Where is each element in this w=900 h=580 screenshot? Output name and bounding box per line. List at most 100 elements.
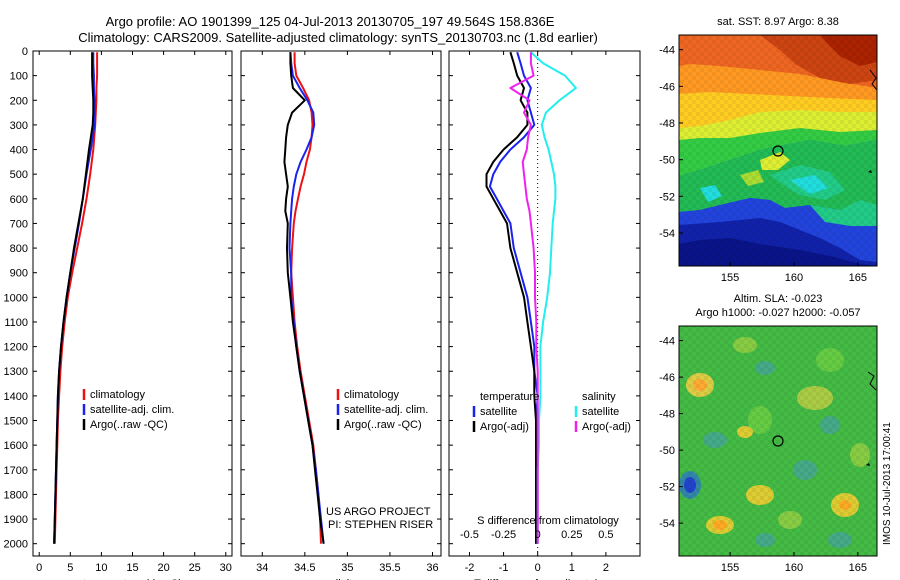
depth-tick-label: 1200 xyxy=(4,342,28,354)
salinity-axis-label: S difference from climatology xyxy=(477,515,619,527)
imos-timestamp-label: IMOS 10-Jul-2013 17:00:41 xyxy=(882,422,893,545)
series-line-3 xyxy=(283,52,325,544)
x-axis-label: temperature (deg C) xyxy=(83,578,182,580)
series-line-4 xyxy=(509,52,539,544)
map-x-tick-label: 160 xyxy=(785,272,803,284)
map-y-tick-label: -44 xyxy=(659,45,675,57)
sst-heatmap xyxy=(679,35,877,266)
sla-map-subtitle: Argo h1000: -0.027 h2000: -0.057 xyxy=(695,307,860,319)
sst-map-title: sat. SST: 8.97 Argo: 8.38 xyxy=(717,16,839,28)
map-y-tick-label: -52 xyxy=(659,482,675,494)
legend-entry: Argo(-adj) xyxy=(582,421,631,433)
x-tick-label: 36 xyxy=(426,562,438,574)
map-y-tick-label: -46 xyxy=(659,81,675,93)
sla-map-frame xyxy=(678,325,878,557)
salinity-panel: 34 34.5 35 35.5 36 salinity climatology satelli… xyxy=(240,50,442,580)
x-axis-label: T difference from climatology xyxy=(474,578,615,580)
depth-tick-label: 1300 xyxy=(4,366,28,378)
map-y-tick-label: -44 xyxy=(659,336,675,348)
map-x-tick-label: 155 xyxy=(721,562,739,574)
depth-tick-label: 1000 xyxy=(4,292,28,304)
depth-tick-label: 100 xyxy=(10,71,28,83)
depth-tick-label: 300 xyxy=(10,120,28,132)
x-tick-label: 20 xyxy=(157,562,169,574)
map-x-tick-label: 165 xyxy=(849,562,867,574)
sla-heatmap xyxy=(679,326,877,556)
map-x-tick-label: 165 xyxy=(849,272,867,284)
map-y-tick-label: -52 xyxy=(659,191,675,203)
legend-entry: climatology xyxy=(90,389,146,401)
legend-heading-salinity: salinity xyxy=(582,391,616,403)
salinity-tick-label: 0.25 xyxy=(561,529,582,541)
plot-frame xyxy=(240,50,442,557)
legend-heading-temperature: temperature xyxy=(480,391,539,403)
x-tick-label: -1 xyxy=(499,562,509,574)
map-x-tick-label: 160 xyxy=(785,562,803,574)
x-tick-label: 30 xyxy=(220,562,232,574)
map-y-tick-label: -50 xyxy=(659,155,675,167)
legend-entry: satellite-adj. clim. xyxy=(90,404,174,416)
plot-frame xyxy=(448,50,641,557)
x-tick-label: 2 xyxy=(603,562,609,574)
series-line-3 xyxy=(530,51,577,544)
sst-argo-location-marker xyxy=(772,145,784,157)
depth-tick-label: 700 xyxy=(10,218,28,230)
map-y-tick-label: -50 xyxy=(659,445,675,457)
depth-tick-label: 1400 xyxy=(4,391,28,403)
depth-tick-label: 1800 xyxy=(4,489,28,501)
salinity-tick-label: -0.5 xyxy=(460,529,479,541)
depth-tick-label: 1500 xyxy=(4,416,28,428)
x-tick-label: 35.5 xyxy=(379,562,400,574)
figure-title-line1: Argo profile: AO 1901399_125 04-Jul-2013… xyxy=(106,14,555,29)
sst-map-frame xyxy=(678,34,878,267)
map-y-tick-label: -48 xyxy=(659,409,675,421)
temperature-panel: 0100200300400500600700800900100011001200… xyxy=(4,46,233,580)
depth-tick-label: 400 xyxy=(10,145,28,157)
x-tick-label: 15 xyxy=(126,562,138,574)
depth-tick-label: 500 xyxy=(10,169,28,181)
x-axis-label: salinity xyxy=(324,578,358,580)
footer-line-2: PI: STEPHEN RISER xyxy=(328,519,433,531)
legend-entry: Argo(-adj) xyxy=(480,421,529,433)
x-tick-label: 34 xyxy=(256,562,268,574)
sst-map-axes: 155 160 165 -44 -46 -48 -50 -52 -54 xyxy=(659,45,867,284)
depth-tick-label: 0 xyxy=(22,46,28,58)
legend-entry: satellite xyxy=(582,406,619,418)
legend-entry: satellite-adj. clim. xyxy=(344,404,428,416)
x-tick-label: 5 xyxy=(67,562,73,574)
difference-panel: -2 -1 0 1 2 T difference from climatology -0.5… xyxy=(448,50,641,580)
series-line-2 xyxy=(485,51,537,544)
footer-line-1: US ARGO PROJECT xyxy=(326,506,431,518)
depth-tick-label: 800 xyxy=(10,243,28,255)
depth-tick-label: 1700 xyxy=(4,465,28,477)
map-x-tick-label: 155 xyxy=(721,272,739,284)
x-tick-label: 0 xyxy=(36,562,42,574)
sla-argo-location-marker xyxy=(772,435,784,447)
sla-map-title: Altim. SLA: -0.023 xyxy=(734,293,823,305)
x-tick-label: 1 xyxy=(569,562,575,574)
map-y-tick-label: -54 xyxy=(659,228,675,240)
figure-title-line2: Climatology: CARS2009. Satellite-adjuste… xyxy=(78,30,598,45)
sla-map-axes: 155 160 165 -44 -46 -48 -50 -52 -54 xyxy=(659,336,867,574)
legend-entry: Argo(..raw -QC) xyxy=(90,419,168,431)
x-tick-label: 0 xyxy=(535,562,541,574)
depth-tick-label: 900 xyxy=(10,268,28,280)
x-tick-label: 10 xyxy=(95,562,107,574)
map-y-tick-label: -48 xyxy=(659,118,675,130)
map-y-tick-label: -46 xyxy=(659,372,675,384)
sla-map-panel: Altim. SLA: -0.023 Argo h1000: -0.027 h2… xyxy=(659,293,893,574)
x-tick-label: 34.5 xyxy=(294,562,315,574)
map-y-tick-label: -54 xyxy=(659,518,675,530)
depth-tick-label: 2000 xyxy=(4,539,28,551)
x-tick-label: 35 xyxy=(341,562,353,574)
x-tick-label: -2 xyxy=(465,562,475,574)
depth-tick-label: 600 xyxy=(10,194,28,206)
series-line-3 xyxy=(53,52,95,544)
sst-map-panel: sat. SST: 8.97 Argo: 8.38 155 xyxy=(659,16,878,284)
legend-entry: climatology xyxy=(344,389,400,401)
depth-tick-label: 1100 xyxy=(4,317,28,329)
depth-tick-label: 1600 xyxy=(4,440,28,452)
x-tick-label: 25 xyxy=(189,562,201,574)
legend-entry: Argo(..raw -QC) xyxy=(344,419,422,431)
